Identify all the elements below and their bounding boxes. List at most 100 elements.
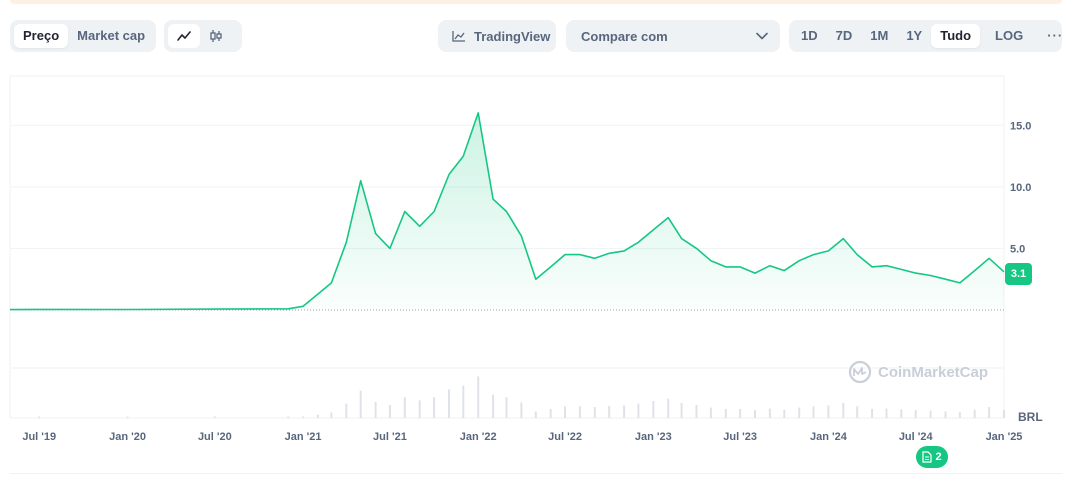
volume-bar	[549, 408, 552, 418]
volume-bar	[827, 405, 830, 418]
more-options-button[interactable]: ···	[1047, 28, 1064, 43]
tab-market-cap[interactable]: Market cap	[77, 28, 146, 43]
volume-bar	[403, 397, 406, 418]
x-tick-label: Jul '24	[899, 431, 934, 443]
volume-bar	[317, 414, 319, 418]
x-tick-label: Jul '22	[548, 431, 582, 443]
current-price-tag: 3.1	[1005, 263, 1032, 285]
metric-toggle: Preço Market cap	[10, 20, 156, 52]
price-chart-svg: 15.0 10.0 5.0 Jul '19 Jan '20 Jul '20 Jan '21…	[9, 75, 1031, 443]
volume-bar	[667, 398, 670, 418]
price-chart[interactable]: 15.0 10.0 5.0 Jul '19 Jan '20 Jul '20 Jan '21…	[0, 60, 1075, 477]
volume-bar	[798, 407, 801, 418]
volume-bar	[564, 406, 566, 418]
volume-bar	[462, 385, 465, 418]
volume-bar	[988, 407, 991, 418]
volume-bar	[724, 408, 727, 418]
volume-bar	[578, 406, 581, 418]
range-1m[interactable]: 1M	[870, 28, 889, 43]
volume-bar	[448, 389, 450, 418]
volume-bar	[885, 408, 888, 418]
x-tick-label: Jan '24	[810, 431, 848, 443]
tradingview-label: TradingView	[474, 28, 551, 44]
time-range-toggle: 1D 7D 1M 1Y Tudo LOG ···	[789, 20, 1062, 52]
price-area	[10, 112, 1004, 311]
volume-bar	[492, 394, 495, 418]
volume-bar	[534, 411, 537, 418]
volume-bar	[608, 406, 611, 418]
volume-bar	[433, 397, 436, 418]
volume-bar	[287, 416, 290, 418]
volume-bar	[856, 406, 859, 418]
currency-label: BRL	[1018, 410, 1043, 424]
x-tick-label: Jul '21	[373, 431, 407, 443]
candlestick-button[interactable]	[200, 24, 232, 48]
volume-bar	[126, 416, 129, 418]
volume-bar	[709, 407, 712, 418]
volume-bar	[38, 416, 41, 418]
line-chart-button[interactable]	[168, 24, 200, 48]
range-1y[interactable]: 1Y	[906, 28, 923, 43]
x-tick-label: Jul '20	[198, 431, 232, 443]
log-scale-button[interactable]: LOG	[995, 28, 1024, 43]
x-tick-label: Jul '19	[22, 431, 56, 443]
volume-bar	[1003, 409, 1005, 418]
volume-bar	[593, 407, 596, 418]
coinmarketcap-watermark: CoinMarketCap	[848, 360, 988, 384]
volume-bar	[914, 410, 917, 418]
volume-bar	[695, 405, 698, 418]
volume-bar	[812, 406, 815, 418]
x-tick-label: Jul '23	[723, 431, 757, 443]
price-line	[9, 112, 1005, 311]
volume-bar	[754, 410, 756, 418]
volume-bar	[768, 408, 771, 418]
compare-label: Compare com	[581, 28, 668, 44]
candlestick-icon	[210, 30, 222, 42]
alert-strip	[10, 0, 1062, 4]
watermark-text: CoinMarketCap	[878, 363, 989, 381]
range-1d[interactable]: 1D	[801, 28, 818, 43]
volume-bar	[871, 408, 874, 418]
volume-bar	[944, 411, 947, 418]
volume-bar	[680, 402, 683, 418]
volume-bar	[783, 409, 786, 418]
volume-bar	[973, 409, 976, 418]
volume-bar	[505, 397, 508, 418]
x-tick-label: Jan '21	[285, 431, 322, 443]
volume-bar	[842, 402, 845, 418]
x-tick-label: Jan '23	[635, 431, 672, 443]
line-chart-icon	[177, 31, 191, 41]
volume-bar	[359, 390, 362, 418]
volume-bar	[900, 409, 903, 418]
volume-bar	[345, 403, 348, 418]
volume-bar	[958, 412, 961, 418]
x-tick-label: Jan '22	[460, 431, 497, 443]
range-all[interactable]: Tudo	[931, 24, 981, 48]
volume-bar	[418, 400, 421, 418]
x-tick-label: Jan '20	[109, 431, 146, 443]
volume-bar	[652, 401, 655, 418]
news-marker[interactable]: 2	[916, 446, 948, 468]
chart-bottom-border	[10, 473, 1062, 474]
news-count: 2	[935, 451, 942, 463]
volume-bar	[637, 403, 640, 418]
chevron-down-icon	[756, 32, 768, 40]
volume-bar	[623, 405, 626, 418]
y-tick-label: 5.0	[1010, 243, 1025, 255]
document-icon	[922, 451, 933, 463]
tab-price[interactable]: Preço	[14, 24, 69, 48]
volume-bar	[213, 416, 216, 418]
tradingview-button[interactable]: TradingView	[438, 20, 556, 52]
range-7d[interactable]: 7D	[835, 28, 853, 43]
volume-bar	[302, 416, 305, 418]
volume-bar	[929, 410, 932, 418]
coinmarketcap-logo-icon	[848, 360, 872, 384]
y-tick-label: 15.0	[1010, 120, 1031, 132]
compare-select[interactable]: Compare com	[566, 20, 780, 52]
tradingview-icon	[452, 31, 465, 42]
volume-bar	[374, 401, 377, 418]
volume-bar	[388, 405, 391, 418]
volume-bar	[330, 412, 333, 418]
x-tick-label: Jan '25	[986, 431, 1023, 443]
y-tick-label: 10.0	[1010, 182, 1031, 194]
